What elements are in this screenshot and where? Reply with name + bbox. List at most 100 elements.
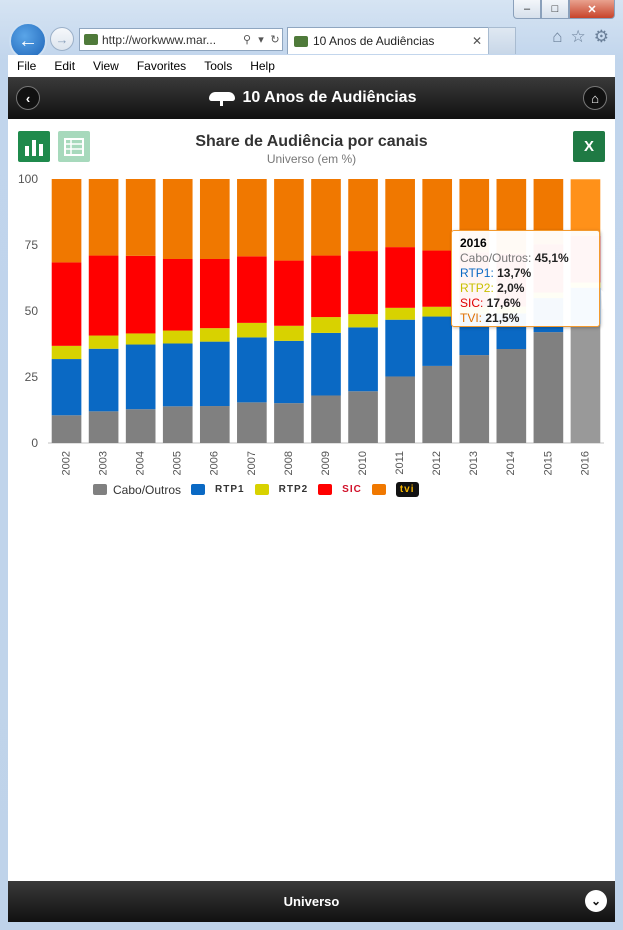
bar-tvi-2012[interactable] xyxy=(422,179,453,251)
bar-rtp1-2009[interactable] xyxy=(311,332,341,396)
bar-tvi-2003[interactable] xyxy=(88,179,119,256)
stacked-bar-chart: 0 25 50 75 100 2002 2003 2004 2005 2006 2007 2008 20… xyxy=(18,172,604,475)
menu-file[interactable]: File xyxy=(17,59,37,73)
bar-tvi-2011[interactable] xyxy=(385,179,415,248)
bar-sic-2009[interactable] xyxy=(311,255,341,318)
tab-title: 10 Anos de Audiências xyxy=(313,34,435,48)
bar-chart-view-button[interactable] xyxy=(18,131,50,162)
bar-rtp2-2002[interactable] xyxy=(51,345,82,360)
bar-tvi-2008[interactable] xyxy=(274,179,304,261)
bar-rtp1-2008[interactable] xyxy=(274,340,304,404)
bar-cabo-outros-2009[interactable] xyxy=(311,395,341,443)
maximize-button[interactable]: □ xyxy=(541,0,569,19)
bar-cabo-outros-2013[interactable] xyxy=(459,355,490,443)
refresh-icon[interactable]: ↻ xyxy=(270,34,280,46)
bar-cabo-outros-2014[interactable] xyxy=(496,349,527,443)
bar-cabo-outros-2004[interactable] xyxy=(125,409,156,443)
legend-item-rtp2[interactable]: RTP2 xyxy=(254,484,309,495)
menu-view[interactable]: View xyxy=(93,59,119,73)
bar-sic-2012[interactable] xyxy=(422,250,453,307)
bar-cabo-outros-2008[interactable] xyxy=(274,403,304,443)
bar-rtp1-2003[interactable] xyxy=(88,348,119,412)
bar-sic-2011[interactable] xyxy=(385,247,415,308)
close-tab-icon[interactable]: ✕ xyxy=(472,34,483,48)
new-tab-button[interactable] xyxy=(488,27,516,54)
app-home-button[interactable]: ⌂ xyxy=(583,86,607,110)
close-window-button[interactable]: ✕ xyxy=(569,0,615,19)
bar-rtp1-2006[interactable] xyxy=(199,341,230,407)
bar-rtp1-2010[interactable] xyxy=(348,327,378,392)
bar-tvi-2010[interactable] xyxy=(348,179,378,252)
home-icon[interactable]: ⌂ xyxy=(552,27,563,46)
bar-tvi-2006[interactable] xyxy=(199,179,230,259)
address-url[interactable]: http://workwww.mar... xyxy=(102,32,217,47)
bar-rtp2-2004[interactable] xyxy=(125,333,156,345)
bar-sic-2010[interactable] xyxy=(348,251,378,315)
bar-sic-2005[interactable] xyxy=(162,258,193,331)
bar-tvi-2007[interactable] xyxy=(237,179,267,257)
bar-tvi-2004[interactable] xyxy=(125,179,156,256)
bar-sic-2008[interactable] xyxy=(274,260,304,326)
app-back-button[interactable]: ‹ xyxy=(16,86,40,110)
bar-tvi-2002[interactable] xyxy=(51,179,82,263)
bar-tvi-2005[interactable] xyxy=(162,179,193,259)
bar-sic-2004[interactable] xyxy=(125,255,156,334)
dropdown-icon[interactable]: ▾ xyxy=(258,34,264,46)
menu-help[interactable]: Help xyxy=(250,59,275,73)
bar-tvi-2016[interactable] xyxy=(570,179,601,237)
bar-rtp2-2009[interactable] xyxy=(311,317,341,333)
address-bar[interactable]: http://workwww.mar... ⚲ ▾ ↻ xyxy=(79,28,283,51)
bar-rtp2-2011[interactable] xyxy=(385,307,415,320)
bar-rtp2-2008[interactable] xyxy=(274,325,304,341)
bar-rtp2-2012[interactable] xyxy=(422,306,453,317)
bar-sic-2003[interactable] xyxy=(88,255,119,336)
bar-cabo-outros-2006[interactable] xyxy=(199,406,230,443)
bottom-bar[interactable]: Universo ⌄ xyxy=(8,881,615,922)
chevron-down-icon[interactable]: ⌄ xyxy=(585,890,607,912)
bar-rtp1-2002[interactable] xyxy=(51,359,82,416)
chart-subtitle: Universo (em %) xyxy=(266,152,357,166)
legend-item-cabo-outros[interactable]: Cabo/Outros xyxy=(93,483,181,497)
bar-cabo-outros-2015[interactable] xyxy=(533,332,564,443)
bar-cabo-outros-2010[interactable] xyxy=(348,391,378,443)
excel-export-button[interactable]: X xyxy=(573,131,605,162)
bar-rtp1-2011[interactable] xyxy=(385,319,415,377)
menu-favorites[interactable]: Favorites xyxy=(136,59,187,73)
menu-edit[interactable]: Edit xyxy=(54,59,76,73)
settings-gear-icon[interactable]: ⚙ xyxy=(593,27,609,46)
bar-rtp2-2005[interactable] xyxy=(162,330,193,344)
bar-rtp1-2007[interactable] xyxy=(237,337,267,403)
bar-rtp2-2003[interactable] xyxy=(88,335,119,349)
bar-sic-2002[interactable] xyxy=(51,262,82,346)
back-button[interactable]: ← xyxy=(9,22,47,60)
favorites-star-icon[interactable]: ☆ xyxy=(570,27,586,46)
chart-title: Share de Audiência por canais xyxy=(195,133,428,150)
bar-cabo-outros-2016[interactable] xyxy=(570,323,601,443)
bar-sic-2007[interactable] xyxy=(237,256,267,323)
chart-tooltip: 2016 Cabo/Outros: 45,1% RTP1: 13,7% RTP2: … xyxy=(451,230,600,327)
bar-cabo-outros-2003[interactable] xyxy=(88,411,119,443)
bar-rtp1-2012[interactable] xyxy=(422,316,453,366)
bar-cabo-outros-2011[interactable] xyxy=(385,376,415,443)
bar-tvi-2009[interactable] xyxy=(311,179,341,256)
bar-cabo-outros-2007[interactable] xyxy=(237,402,267,443)
bar-rtp2-2010[interactable] xyxy=(348,314,378,328)
search-icon[interactable]: ⚲ xyxy=(242,34,252,46)
minimize-button[interactable]: – xyxy=(513,0,541,19)
forward-button[interactable]: → xyxy=(50,27,74,51)
bar-sic-2006[interactable] xyxy=(199,258,230,329)
browser-tab[interactable]: 10 Anos de Audiências ✕ xyxy=(287,27,489,54)
table-view-button[interactable] xyxy=(58,131,90,162)
bar-cabo-outros-2005[interactable] xyxy=(162,406,193,443)
legend-item-tvi[interactable]: tvi xyxy=(371,482,419,497)
bar-rtp2-2007[interactable] xyxy=(237,322,267,338)
bar-rtp1-2004[interactable] xyxy=(125,344,156,410)
bar-rtp2-2006[interactable] xyxy=(199,328,230,342)
legend-swatch xyxy=(191,484,206,495)
legend-item-rtp1[interactable]: RTP1 xyxy=(191,484,245,495)
bar-rtp1-2005[interactable] xyxy=(162,343,193,407)
menu-tools[interactable]: Tools xyxy=(204,59,233,73)
bar-cabo-outros-2002[interactable] xyxy=(51,415,82,443)
bar-cabo-outros-2012[interactable] xyxy=(422,365,453,443)
legend-item-sic[interactable]: SIC xyxy=(318,484,362,495)
